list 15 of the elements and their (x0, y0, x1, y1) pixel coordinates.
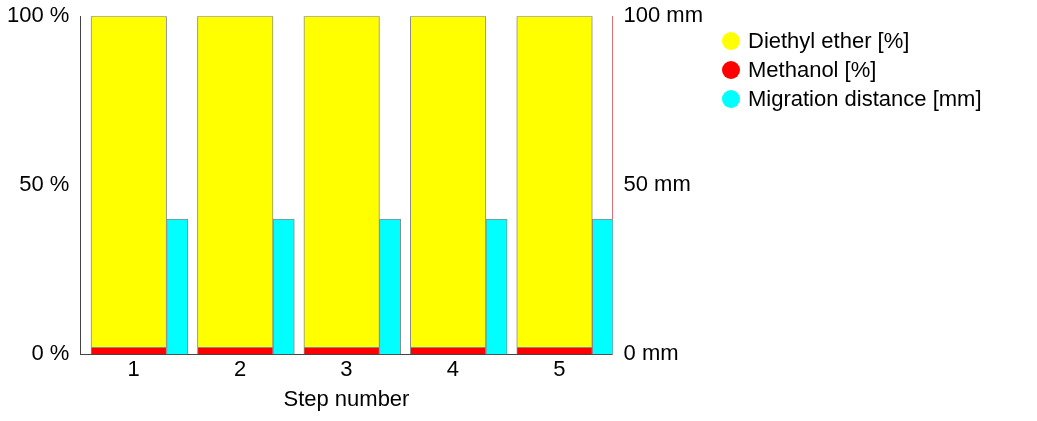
x-tick-label: 1 (127, 356, 140, 382)
legend-label: Migration distance [mm] (748, 85, 982, 112)
y-tick-label: 0 % (31, 340, 70, 366)
y2-tick-label: 0 mm (623, 340, 679, 366)
y2-tick-label: 100 mm (623, 2, 704, 28)
legend-label: Methanol [%] (748, 56, 877, 83)
x-axis-title: Step number (283, 385, 410, 411)
y-tick-label: 50 % (19, 171, 70, 197)
x-tick-label: 4 (446, 356, 460, 382)
y-tick-label: 100 % (6, 2, 70, 28)
legend-label: Diethyl ether [%] (748, 27, 910, 54)
x-tick-label: 3 (340, 356, 353, 382)
x-tick-label: 2 (233, 356, 247, 382)
y2-tick-label: 50 mm (623, 171, 691, 197)
x-tick-label: 5 (553, 356, 566, 382)
